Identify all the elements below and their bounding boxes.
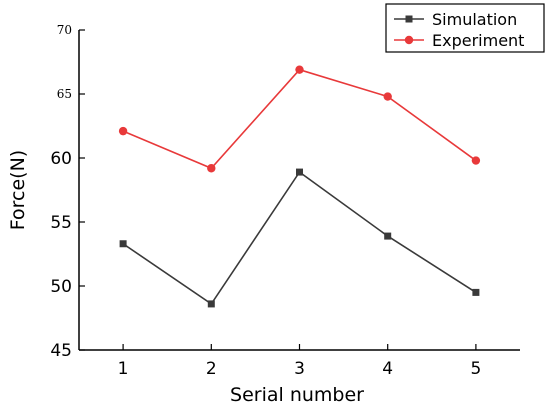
legend: Simulation Experiment bbox=[385, 3, 545, 53]
x-tick-label: 1 bbox=[118, 359, 129, 379]
data-point bbox=[295, 65, 304, 74]
data-point bbox=[471, 156, 481, 165]
data-point bbox=[207, 164, 216, 173]
x-ticks: 1 2 3 4 5 bbox=[118, 344, 481, 379]
x-tick-label: 3 bbox=[294, 359, 305, 379]
data-point bbox=[384, 232, 392, 240]
y-tick-label: 50 bbox=[50, 277, 72, 297]
data-point bbox=[119, 240, 127, 248]
x-tick-label: 5 bbox=[470, 359, 481, 379]
legend-marker bbox=[404, 35, 414, 45]
legend-marker bbox=[405, 15, 413, 23]
legend-label: Experiment bbox=[432, 31, 524, 50]
x-tick-label: 2 bbox=[206, 359, 217, 379]
y-tick-label: 55 bbox=[50, 213, 72, 233]
y-axis-label: Force(N) bbox=[7, 150, 29, 230]
y-tick-label: 60 bbox=[50, 149, 72, 169]
x-tick-label: 4 bbox=[382, 359, 393, 379]
legend-box bbox=[385, 3, 545, 53]
y-tick-label: 70 bbox=[57, 23, 72, 37]
series-line bbox=[122, 170, 477, 306]
series-layer bbox=[118, 65, 481, 308]
series-simulation bbox=[119, 168, 480, 308]
data-point bbox=[118, 126, 128, 136]
data-point bbox=[383, 92, 392, 101]
axes bbox=[78, 30, 520, 351]
legend-label: Simulation bbox=[432, 10, 517, 29]
data-point bbox=[472, 288, 480, 296]
x-axis-label: Serial number bbox=[230, 384, 364, 406]
series-line bbox=[122, 68, 477, 170]
y-ticks: 45 50 55 60 65 70 bbox=[50, 23, 85, 361]
data-point bbox=[207, 300, 215, 308]
series-experiment bbox=[118, 65, 481, 173]
y-tick-label: 45 bbox=[50, 341, 72, 361]
data-point bbox=[296, 168, 303, 176]
y-tick-label: 65 bbox=[57, 87, 72, 101]
